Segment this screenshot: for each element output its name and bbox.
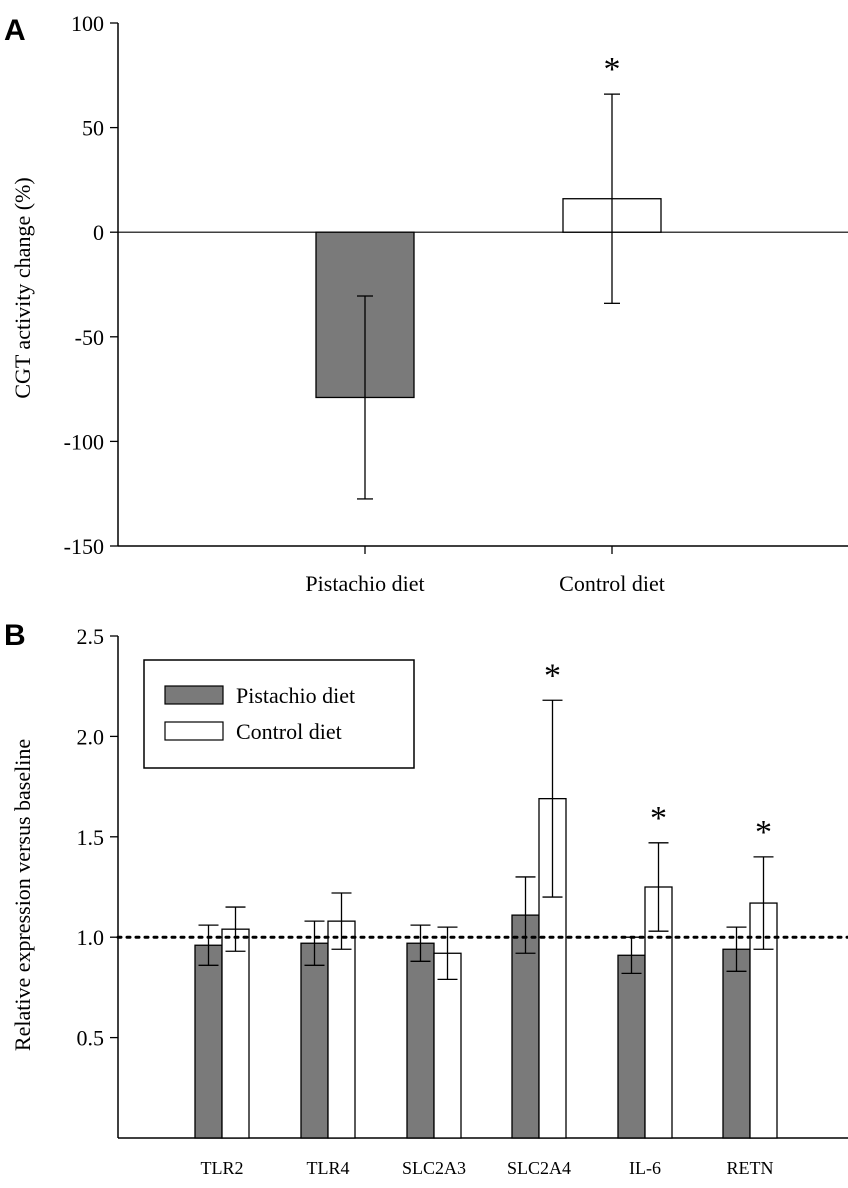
panel-b-significance-marker: * (650, 800, 667, 837)
panel-a-bars: * (315, 51, 662, 500)
panel-b-significance-marker: * (755, 814, 772, 851)
panel-b-axes: 2.5 2.0 1.5 1.0 0.5 TLR2 TLR4 SLC2A3 SLC2A4 IL-6 R… (77, 624, 848, 1178)
panel-b-significance-marker: * (544, 657, 561, 694)
panel-a-y-axis-title: CGT activity change (%) (10, 177, 35, 398)
panel-a-y-tick-label: 0 (93, 220, 104, 245)
legend-swatch-control (164, 721, 224, 741)
panel-a-x-tick-label: Control diet (559, 571, 665, 596)
panel-a-y-tick-label: -50 (75, 325, 104, 350)
panel-b-y-tick-label: 0.5 (77, 1026, 105, 1051)
panel-b-bar-pistachio (617, 954, 646, 1139)
panel-b-x-tick-label: SLC2A4 (507, 1158, 571, 1178)
panel-b-x-tick-label: IL-6 (629, 1158, 661, 1178)
panel-b-bar-pistachio (194, 944, 223, 1139)
panel-a-y-tick-label: -150 (64, 534, 104, 559)
panel-b-x-tick-label: TLR2 (201, 1158, 244, 1178)
panel-a-y-tick-label: -100 (64, 429, 104, 454)
panel-b-bar-pistachio (300, 942, 329, 1139)
panel-b-y-tick-label: 2.5 (77, 624, 105, 649)
panel-b-bars: * * * (116, 657, 848, 1139)
legend-swatch-pistachio (164, 685, 224, 705)
legend-box (143, 659, 415, 769)
panel-b-bar-control (749, 902, 778, 1139)
legend-label-pistachio: Pistachio diet (236, 683, 355, 708)
panel-b-bar-control (327, 920, 356, 1139)
panel-b-bar-control (433, 952, 462, 1139)
panel-a-axes: 100 50 0 -50 -100 -150 Pistachio diet Control d… (64, 11, 848, 596)
panel-a-y-tick-label: 50 (82, 116, 104, 141)
panel-b-x-tick-label: RETN (727, 1158, 774, 1178)
panel-b: B Relative expression versus baseline 2.… (4, 619, 848, 1178)
panel-b-y-tick-label: 1.0 (77, 925, 105, 950)
panel-a-x-tick-label: Pistachio diet (305, 571, 424, 596)
panel-b-bar-pistachio (722, 948, 751, 1139)
panel-a-y-tick-label: 100 (71, 11, 104, 36)
panel-b-x-tick-label: TLR4 (307, 1158, 350, 1178)
panel-b-y-tick-label: 1.5 (77, 825, 105, 850)
panel-a: A CGT activity change (%) 100 50 0 -50 -100 -… (4, 11, 848, 596)
legend-label-control: Control diet (236, 719, 342, 744)
panel-a-significance-marker: * (604, 51, 621, 88)
panel-b-bar-control (221, 928, 250, 1139)
panel-b-x-tick-label: SLC2A3 (402, 1158, 466, 1178)
panel-b-y-axis-title: Relative expression versus baseline (10, 739, 35, 1051)
panel-b-y-tick-label: 2.0 (77, 724, 105, 749)
panel-a-letter: A (4, 14, 26, 47)
panel-b-bar-pistachio (406, 942, 435, 1139)
panel-b-legend: Pistachio diet Control diet (143, 659, 415, 769)
panel-b-letter: B (4, 619, 26, 652)
